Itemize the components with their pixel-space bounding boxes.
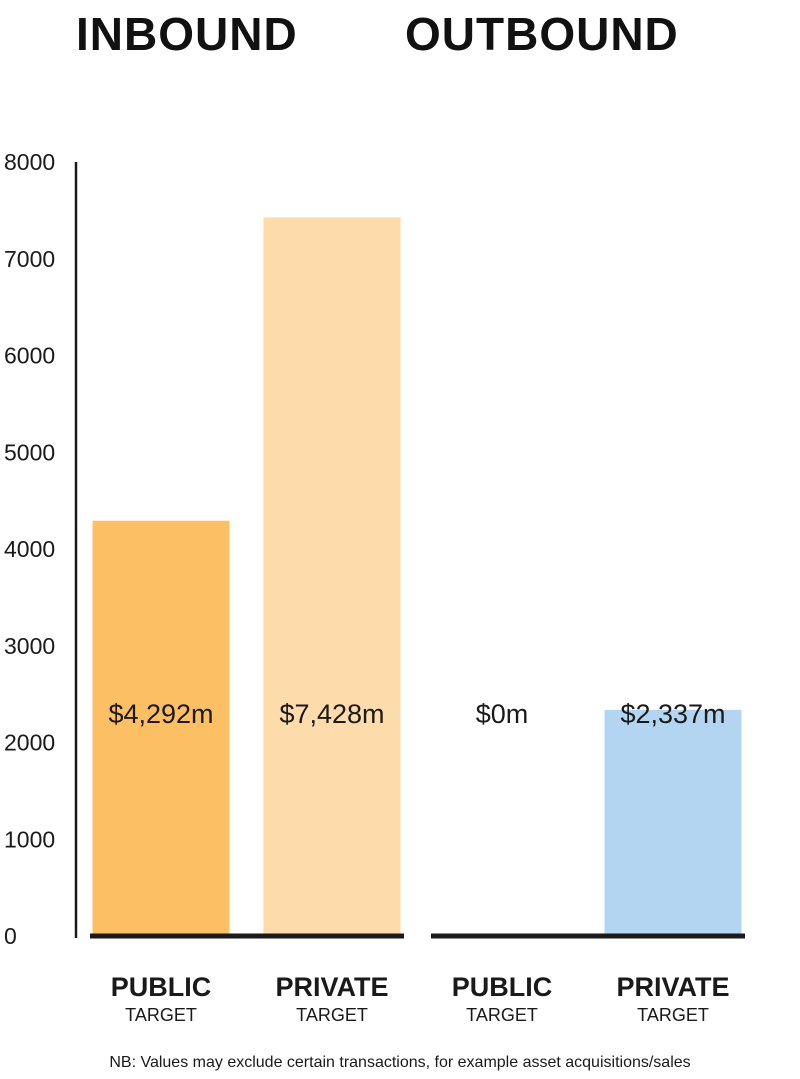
y-tick-label: 2000: [4, 730, 55, 756]
category-sublabel: TARGET: [466, 1005, 538, 1025]
value-label-outbound-public: $0m: [476, 699, 529, 729]
value-labels: $4,292m $7,428m $0m $2,337m: [108, 699, 725, 729]
category-label: PUBLIC: [111, 972, 212, 1002]
y-tick-label: 5000: [4, 439, 55, 465]
category-sublabel: TARGET: [125, 1005, 197, 1025]
category-sublabel: TARGET: [637, 1005, 709, 1025]
y-tick-label: 8000: [4, 149, 55, 175]
group-heading-outbound: OUTBOUND: [405, 8, 679, 60]
bar-inbound-private: [263, 217, 401, 936]
y-tick-label: 3000: [4, 633, 55, 659]
value-label-outbound-private: $2,337m: [620, 699, 725, 729]
footnote: NB: Values may exclude certain transacti…: [109, 1054, 690, 1071]
category-label: PRIVATE: [616, 972, 729, 1002]
y-tick-label: 6000: [4, 343, 55, 369]
value-label-inbound-private: $7,428m: [279, 699, 384, 729]
y-axis-tick-labels: 0 1000 2000 3000 4000 5000 6000 7000 800…: [4, 149, 55, 949]
category-label: PRIVATE: [275, 972, 388, 1002]
y-tick-label: 1000: [4, 826, 55, 852]
x-axis-category-sublabels: TARGET TARGET TARGET TARGET: [125, 1005, 709, 1025]
group-heading-inbound: INBOUND: [76, 8, 298, 60]
y-tick-label: 7000: [4, 246, 55, 272]
bar-outbound-private: [604, 709, 742, 936]
bars: [92, 217, 742, 936]
y-tick-label: 4000: [4, 536, 55, 562]
category-sublabel: TARGET: [296, 1005, 368, 1025]
bar-inbound-public: [92, 520, 230, 936]
x-axis-category-labels: PUBLIC PRIVATE PUBLIC PRIVATE: [111, 972, 730, 1002]
category-label: PUBLIC: [452, 972, 553, 1002]
y-tick-label: 0: [4, 923, 17, 949]
value-label-inbound-public: $4,292m: [108, 699, 213, 729]
